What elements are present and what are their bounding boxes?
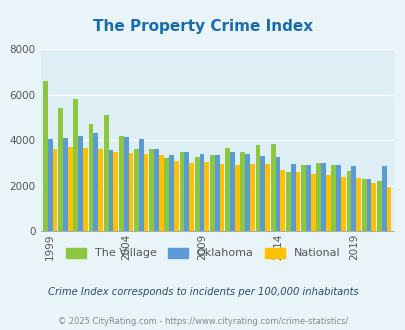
Bar [174, 161, 179, 231]
Bar [310, 174, 315, 231]
Bar [346, 171, 351, 231]
Bar [371, 183, 375, 231]
Bar [234, 165, 239, 231]
Bar [53, 149, 57, 231]
Bar [83, 148, 87, 231]
Bar [143, 154, 148, 231]
Bar [48, 139, 53, 231]
Bar [264, 164, 269, 231]
Bar [320, 163, 325, 231]
Bar [78, 136, 83, 231]
Bar [124, 137, 128, 231]
Bar [301, 165, 305, 231]
Bar [270, 144, 275, 231]
Bar [290, 164, 295, 231]
Text: Crime Index corresponds to incidents per 100,000 inhabitants: Crime Index corresponds to incidents per… [47, 287, 358, 297]
Bar [366, 179, 371, 231]
Bar [325, 175, 330, 231]
Bar [315, 163, 320, 231]
Bar [199, 154, 204, 231]
Bar [169, 155, 174, 231]
Bar [255, 145, 260, 231]
Bar [63, 138, 68, 231]
Bar [355, 178, 360, 231]
Bar [108, 150, 113, 231]
Bar [58, 109, 63, 231]
Bar [285, 172, 290, 231]
Bar [381, 166, 386, 231]
Bar [279, 170, 284, 231]
Bar [43, 81, 48, 231]
Bar [361, 179, 366, 231]
Bar [73, 99, 78, 231]
Bar [260, 156, 264, 231]
Bar [245, 154, 249, 231]
Bar [128, 153, 133, 231]
Bar [219, 164, 224, 231]
Bar [164, 158, 169, 231]
Text: The Property Crime Index: The Property Crime Index [93, 19, 312, 34]
Bar [103, 115, 108, 231]
Bar [158, 155, 163, 231]
Bar [335, 165, 340, 231]
Bar [214, 155, 219, 231]
Legend: The Village, Oklahoma, National: The Village, Oklahoma, National [61, 243, 344, 263]
Bar [88, 124, 93, 231]
Bar [305, 165, 310, 231]
Bar [184, 151, 189, 231]
Bar [229, 151, 234, 231]
Bar [376, 181, 381, 231]
Bar [295, 172, 300, 231]
Bar [179, 151, 184, 231]
Bar [330, 165, 335, 231]
Bar [68, 147, 72, 231]
Bar [93, 133, 98, 231]
Bar [98, 149, 103, 231]
Bar [275, 157, 279, 231]
Bar [240, 151, 245, 231]
Bar [134, 149, 139, 231]
Bar [139, 139, 143, 231]
Bar [113, 151, 118, 231]
Bar [149, 149, 154, 231]
Bar [249, 164, 254, 231]
Bar [119, 136, 124, 231]
Bar [154, 149, 158, 231]
Bar [351, 166, 355, 231]
Bar [340, 178, 345, 231]
Bar [194, 157, 199, 231]
Bar [204, 162, 209, 231]
Bar [386, 186, 390, 231]
Bar [209, 155, 214, 231]
Text: © 2025 CityRating.com - https://www.cityrating.com/crime-statistics/: © 2025 CityRating.com - https://www.city… [58, 317, 347, 326]
Bar [189, 163, 194, 231]
Bar [225, 148, 229, 231]
